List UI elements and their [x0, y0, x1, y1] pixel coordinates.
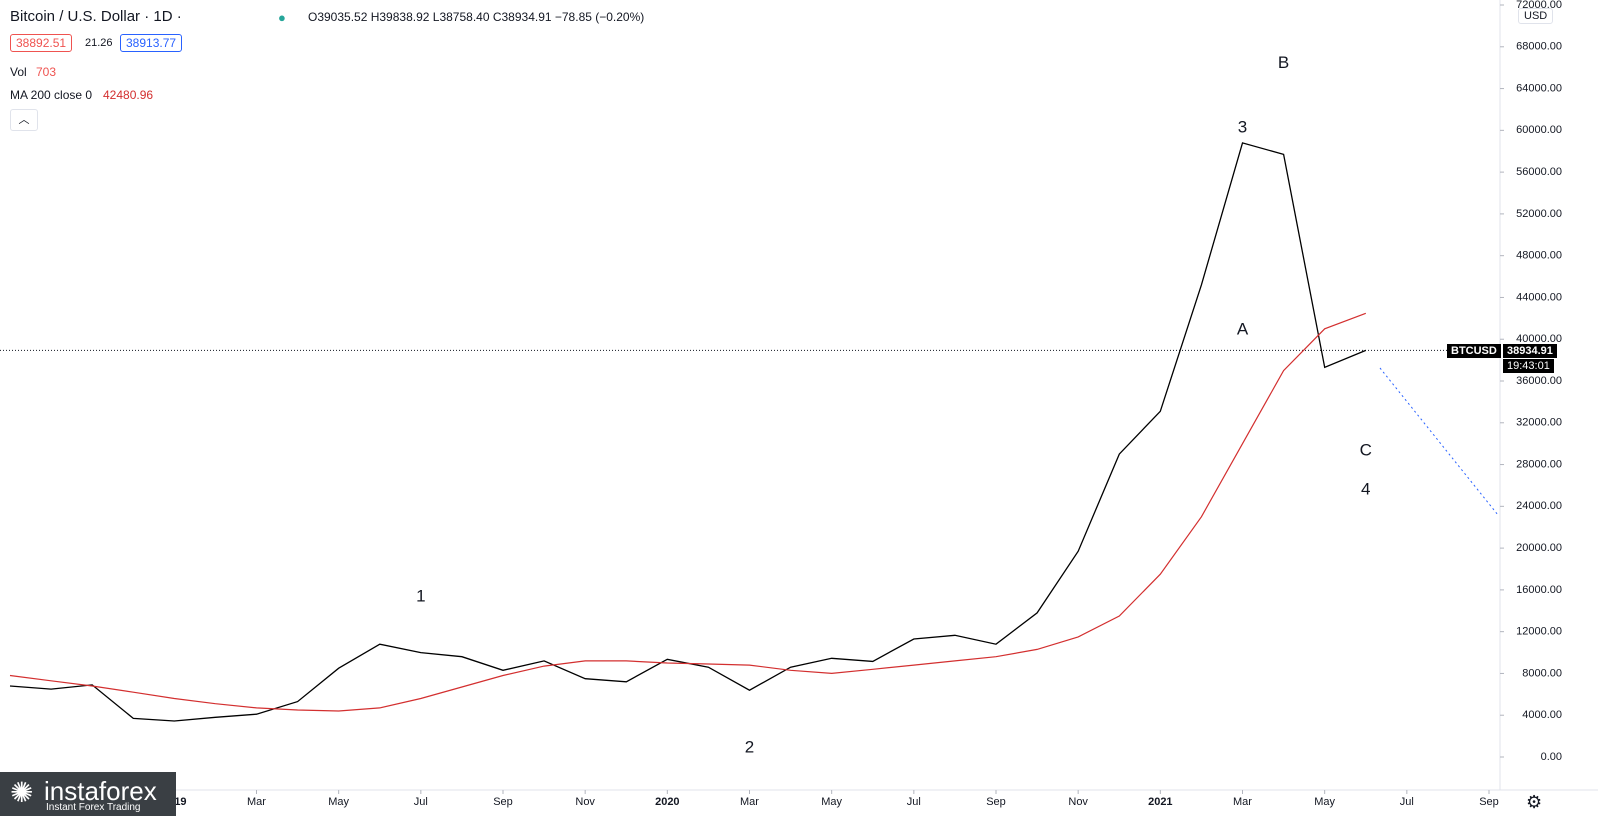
y-tick-label: 44000.00: [1516, 291, 1562, 303]
wave-label: B: [1278, 53, 1289, 72]
price-tag: 38934.91: [1503, 344, 1557, 358]
y-tick-label: 40000.00: [1516, 333, 1562, 345]
x-tick-label: Sep: [1479, 796, 1499, 808]
x-tick-label: Nov: [1068, 796, 1088, 808]
price-line: [9, 142, 1367, 722]
x-tick-label: 2020: [655, 796, 679, 808]
ma-label: MA 200 close 0: [10, 88, 93, 102]
ma-value: 42480.96: [103, 88, 154, 102]
x-tick-label: Sep: [986, 796, 1006, 808]
wave-label: 1: [416, 586, 425, 605]
x-tick-label: Mar: [1233, 796, 1252, 808]
settings-icon[interactable]: ⚙: [1526, 792, 1543, 812]
y-tick-label: 64000.00: [1516, 82, 1562, 94]
ohlc: O39035.52 H39838.92 L38758.40 C38934.91 …: [308, 10, 645, 24]
x-tick-label: Jul: [907, 796, 921, 808]
y-tick-label: 56000.00: [1516, 166, 1562, 178]
y-tick-label: 24000.00: [1516, 500, 1562, 512]
volume-value: 703: [36, 65, 57, 79]
y-tick-label: 8000.00: [1522, 667, 1562, 679]
y-tick-label: 12000.00: [1516, 626, 1562, 638]
y-tick-label: 48000.00: [1516, 250, 1562, 262]
x-tick-label: Nov: [575, 796, 595, 808]
ask[interactable]: 38913.77: [120, 34, 183, 52]
x-tick-label: Mar: [740, 796, 759, 808]
y-tick-label: 4000.00: [1522, 709, 1562, 721]
y-tick-label: 20000.00: [1516, 542, 1562, 554]
countdown: 19:43:01: [1503, 359, 1554, 373]
x-tick-label: 2021: [1148, 796, 1172, 808]
logo-subtitle: Instant Forex Trading: [46, 802, 141, 813]
bid[interactable]: 38892.51: [10, 34, 73, 52]
spread: 21.26: [85, 37, 113, 49]
wave-label: A: [1237, 320, 1249, 339]
y-tick-label: 72000.00: [1516, 0, 1562, 11]
y-tick-label: 36000.00: [1516, 375, 1562, 387]
price-line: [9, 312, 1367, 712]
y-tick-label: 52000.00: [1516, 208, 1562, 220]
x-tick-label: Jul: [414, 796, 428, 808]
x-tick-label: May: [328, 796, 349, 808]
symbol-title: Bitcoin / U.S. Dollar · 1D ·: [10, 8, 182, 25]
logo-icon: ✺: [10, 777, 34, 808]
wave-label: 2: [745, 737, 754, 756]
x-tick-label: Mar: [247, 796, 266, 808]
y-tick-label: 32000.00: [1516, 417, 1562, 429]
wave-label: C: [1360, 440, 1372, 459]
volume-label: Vol: [10, 65, 27, 79]
y-tick-label: 16000.00: [1516, 584, 1562, 596]
symbol-tag: BTCUSD: [1447, 344, 1501, 358]
y-tick-label: 60000.00: [1516, 124, 1562, 136]
wave-label: 3: [1238, 118, 1247, 137]
y-tick-label: 0.00: [1541, 751, 1562, 763]
x-tick-label: May: [821, 796, 842, 808]
x-tick-label: Sep: [493, 796, 513, 808]
wave-label: 4: [1361, 480, 1370, 499]
x-tick-label: May: [1314, 796, 1335, 808]
y-tick-label: 68000.00: [1516, 41, 1562, 53]
x-tick-label: Jul: [1400, 796, 1414, 808]
logo-box: [0, 772, 176, 816]
currency[interactable]: USD: [1518, 8, 1554, 24]
y-tick-label: 28000.00: [1516, 458, 1562, 470]
logo: instaforex: [44, 776, 157, 806]
status-dot: ●: [278, 10, 286, 25]
projection-line: [1379, 367, 1499, 516]
collapse-button[interactable]: ︿: [10, 109, 38, 131]
